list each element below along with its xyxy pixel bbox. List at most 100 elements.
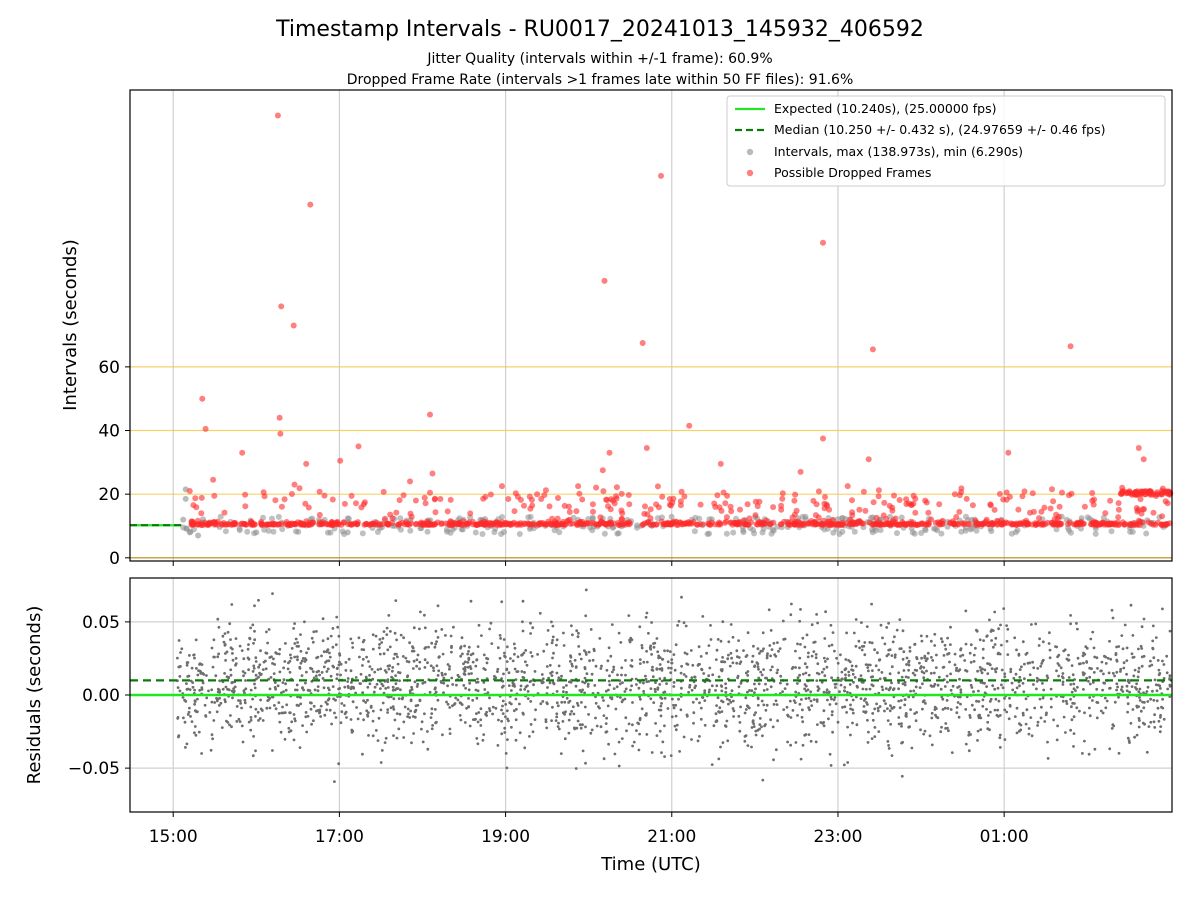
residual-point <box>235 720 239 723</box>
dropped-frame-point <box>422 500 429 507</box>
residual-point <box>958 677 961 681</box>
residual-point <box>229 673 233 677</box>
residual-point <box>395 712 399 715</box>
residual-point <box>807 696 811 700</box>
residual-point <box>760 699 764 703</box>
dropped-frame-point <box>239 449 246 456</box>
residual-point <box>1121 690 1125 693</box>
residual-point <box>1069 614 1072 617</box>
interval-point <box>551 527 558 534</box>
residual-point <box>949 625 952 629</box>
intervals-y-tick-label: 60 <box>98 358 120 378</box>
residual-point <box>1072 732 1076 735</box>
residual-point <box>1084 645 1088 649</box>
residual-point <box>203 703 207 707</box>
residual-point <box>176 656 179 660</box>
residual-point <box>803 687 806 691</box>
residual-point <box>563 737 567 741</box>
residual-point <box>1152 698 1156 702</box>
dropped-frame-point <box>754 503 761 510</box>
residual-point <box>514 697 518 701</box>
residual-point <box>1138 687 1142 691</box>
residual-point <box>381 637 385 640</box>
residual-point <box>914 719 918 723</box>
intervals-y-tick-label: 0 <box>109 549 120 569</box>
residual-point <box>772 641 776 645</box>
residual-point <box>979 680 983 684</box>
residual-point <box>429 716 433 719</box>
residual-point <box>870 641 874 645</box>
residual-point <box>210 700 214 704</box>
residual-point <box>1088 714 1092 718</box>
residual-point <box>1160 705 1163 709</box>
residual-point <box>715 719 719 723</box>
residual-point <box>768 644 772 647</box>
residual-point <box>564 710 567 714</box>
residual-point <box>1030 623 1033 626</box>
residual-point <box>394 674 397 677</box>
residual-point <box>826 657 829 661</box>
residual-point <box>567 701 570 704</box>
residual-point <box>418 667 421 671</box>
interval-point <box>279 526 286 533</box>
dropped-frame-point <box>820 435 826 442</box>
residual-point <box>609 654 613 658</box>
dropped-frame-point <box>1155 519 1161 526</box>
residual-point <box>1152 720 1156 724</box>
dropped-frame-point <box>186 488 193 494</box>
residual-point <box>1082 661 1085 665</box>
residual-point <box>882 677 886 680</box>
residual-point <box>367 734 370 737</box>
residual-point <box>774 748 778 752</box>
residual-point <box>569 654 572 658</box>
residual-point <box>1042 688 1046 692</box>
residual-point <box>190 666 194 670</box>
legend-expected-label: Expected (10.240s), (25.00000 fps) <box>774 101 996 116</box>
dropped-frame-point <box>589 501 596 508</box>
residual-point <box>614 727 618 731</box>
residual-point <box>239 702 243 705</box>
residual-point <box>521 620 524 624</box>
residual-point <box>930 743 934 747</box>
residual-point <box>663 649 666 653</box>
residual-point <box>334 698 337 702</box>
residual-point <box>196 697 199 701</box>
residual-point <box>893 635 896 639</box>
residual-point <box>991 629 995 632</box>
residual-point <box>542 649 546 653</box>
residual-point <box>328 655 332 659</box>
residual-point <box>846 690 849 694</box>
residual-point <box>1107 671 1111 675</box>
residual-point <box>887 621 890 625</box>
dropped-frame-point <box>198 510 205 517</box>
residual-point <box>312 719 315 723</box>
residual-point <box>1076 627 1079 631</box>
residual-point <box>671 697 674 701</box>
residual-point <box>1158 730 1162 734</box>
residual-point <box>833 649 836 653</box>
residual-point <box>1081 752 1084 755</box>
residual-point <box>1109 657 1113 661</box>
residual-point <box>808 708 811 712</box>
residual-point <box>345 716 348 719</box>
dropped-frame-point <box>763 517 770 524</box>
residual-point <box>836 661 840 665</box>
residual-point <box>647 680 651 683</box>
residual-point <box>607 679 611 683</box>
dropped-frame-point <box>1159 513 1166 520</box>
residual-point <box>985 707 988 711</box>
residual-point <box>727 702 730 706</box>
dropped-frame-point <box>1115 500 1122 507</box>
residual-point <box>385 633 389 636</box>
residual-point <box>1095 687 1099 691</box>
residual-point <box>1008 703 1012 707</box>
dropped-frame-point <box>517 496 524 503</box>
dropped-frame-point <box>576 490 583 497</box>
residual-point <box>928 734 932 738</box>
residual-point <box>859 674 863 677</box>
residual-point <box>953 663 957 667</box>
residual-point <box>1046 676 1050 680</box>
residual-point <box>1103 696 1107 700</box>
residual-point <box>873 735 877 738</box>
residual-point <box>885 654 889 658</box>
